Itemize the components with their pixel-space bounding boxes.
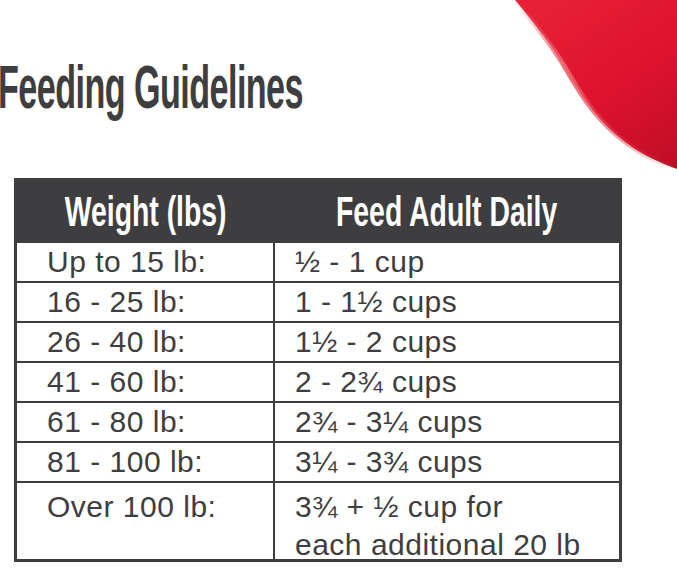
table-row: 81 - 100 lb: 3¼ - 3¾ cups [17,441,619,481]
table-row: 61 - 80 lb: 2¾ - 3¼ cups [17,401,619,441]
weight-cell: 41 - 60 lb: [17,363,275,401]
feed-cell: 3¾ + ½ cup for each additional 20 lb [275,483,619,559]
weight-cell: Up to 15 lb: [17,243,275,281]
weight-cell: Over 100 lb: [17,483,275,559]
table-row: 26 - 40 lb: 1½ - 2 cups [17,321,619,361]
feed-cell: ½ - 1 cup [275,243,619,281]
feed-cell: 1 - 1½ cups [275,283,619,321]
feed-cell: 3¼ - 3¾ cups [275,443,619,481]
feed-cell: 2 - 2¾ cups [275,363,619,401]
column-header-weight-label: Weight (lbs) [65,190,227,233]
table-row: 16 - 25 lb: 1 - 1½ cups [17,281,619,321]
weight-cell: 81 - 100 lb: [17,443,275,481]
table-row: Up to 15 lb: ½ - 1 cup [17,241,619,281]
column-header-weight: Weight (lbs) [17,181,275,241]
table-row: Over 100 lb: 3¾ + ½ cup for each additio… [17,481,619,559]
page-title: Feeding Guidelines [0,57,303,118]
packaging-panel: Feeding Guidelines Weight (lbs) Feed Adu… [0,0,677,568]
column-header-feed-label: Feed Adult Daily [336,190,557,233]
weight-cell: 26 - 40 lb: [17,323,275,361]
column-header-feed: Feed Adult Daily [275,181,619,241]
table-row: 41 - 60 lb: 2 - 2¾ cups [17,361,619,401]
feeding-guidelines-table: Weight (lbs) Feed Adult Daily Up to 15 l… [14,178,622,562]
feed-cell: 2¾ - 3¼ cups [275,403,619,441]
weight-cell: 61 - 80 lb: [17,403,275,441]
table-header-row: Weight (lbs) Feed Adult Daily [17,181,619,241]
feed-cell: 1½ - 2 cups [275,323,619,361]
weight-cell: 16 - 25 lb: [17,283,275,321]
